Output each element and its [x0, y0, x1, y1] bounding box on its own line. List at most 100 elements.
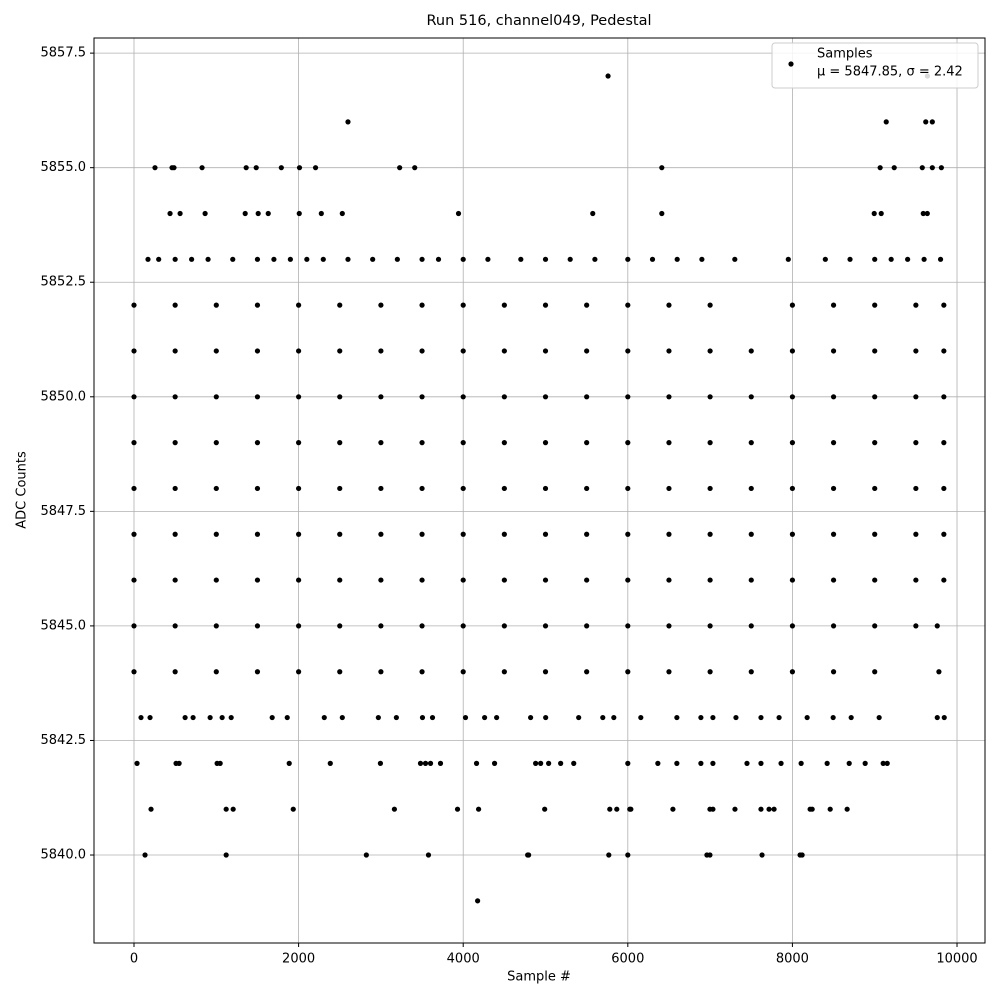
- point: [707, 623, 713, 629]
- point: [156, 256, 162, 262]
- point: [337, 531, 343, 537]
- point: [202, 210, 208, 217]
- point: [189, 256, 195, 262]
- point: [571, 760, 577, 766]
- point: [872, 623, 878, 629]
- point: [670, 806, 676, 812]
- point: [606, 852, 612, 858]
- point: [363, 852, 369, 858]
- point: [766, 806, 772, 812]
- point: [435, 256, 442, 262]
- point: [131, 302, 137, 308]
- point: [921, 256, 927, 262]
- point: [732, 256, 738, 262]
- point: [377, 760, 384, 766]
- point: [419, 302, 425, 308]
- point: [830, 485, 837, 492]
- point: [375, 714, 381, 721]
- point: [501, 485, 507, 492]
- point: [830, 714, 836, 721]
- chart-title: Run 516, channel049, Pedestal: [426, 13, 651, 29]
- point: [913, 302, 919, 308]
- point: [482, 714, 488, 721]
- x-tick-label: 0: [130, 952, 138, 967]
- point: [131, 669, 137, 675]
- point: [213, 531, 219, 537]
- point: [243, 165, 249, 171]
- point: [207, 714, 213, 721]
- point: [475, 806, 482, 812]
- point: [254, 440, 261, 446]
- point: [172, 440, 178, 446]
- point: [584, 302, 590, 308]
- point: [296, 302, 302, 308]
- point: [501, 302, 507, 308]
- point: [941, 302, 947, 308]
- point: [748, 348, 754, 354]
- point: [460, 440, 466, 446]
- point: [145, 256, 151, 262]
- point: [419, 714, 426, 721]
- point: [666, 531, 672, 537]
- point: [674, 714, 680, 721]
- point: [883, 119, 889, 125]
- point: [666, 669, 672, 675]
- point: [625, 852, 631, 858]
- point: [625, 760, 631, 766]
- point: [254, 531, 261, 537]
- x-tick-label: 2000: [282, 952, 315, 967]
- point: [254, 394, 261, 400]
- x-tick-label: 10000: [936, 952, 977, 967]
- point: [913, 623, 919, 629]
- point: [296, 440, 302, 446]
- point: [230, 806, 236, 812]
- point: [172, 348, 178, 354]
- point: [611, 714, 617, 721]
- point: [542, 531, 549, 537]
- point: [748, 623, 754, 629]
- y-tick-label: 5847.5: [41, 504, 87, 519]
- point: [172, 256, 178, 262]
- point: [177, 210, 183, 217]
- legend-marker: [788, 61, 794, 67]
- point: [732, 806, 738, 812]
- point: [131, 394, 137, 400]
- point: [419, 256, 425, 262]
- point: [460, 256, 466, 262]
- point: [172, 485, 178, 492]
- point: [576, 714, 582, 721]
- point: [296, 485, 302, 492]
- point: [590, 210, 596, 217]
- point: [397, 165, 403, 171]
- point: [419, 440, 425, 446]
- point: [147, 714, 153, 721]
- point: [337, 485, 343, 492]
- point: [518, 256, 524, 262]
- y-tick-label: 5852.5: [41, 275, 87, 290]
- point: [526, 852, 532, 858]
- point: [378, 440, 384, 446]
- point: [462, 714, 469, 721]
- point: [213, 440, 219, 446]
- point: [592, 256, 598, 262]
- point: [337, 623, 343, 629]
- point: [625, 302, 631, 308]
- point: [698, 714, 704, 721]
- point: [748, 394, 754, 400]
- point: [584, 531, 590, 537]
- point: [182, 714, 188, 721]
- point: [254, 669, 261, 675]
- point: [393, 714, 399, 721]
- point: [666, 440, 672, 446]
- point: [533, 760, 539, 766]
- point: [378, 348, 384, 354]
- point: [176, 760, 182, 766]
- points: [131, 73, 947, 904]
- point: [824, 760, 830, 766]
- point: [501, 394, 507, 400]
- point: [296, 210, 302, 217]
- point: [830, 577, 837, 583]
- point: [799, 852, 805, 858]
- point: [625, 623, 631, 629]
- point: [542, 302, 549, 308]
